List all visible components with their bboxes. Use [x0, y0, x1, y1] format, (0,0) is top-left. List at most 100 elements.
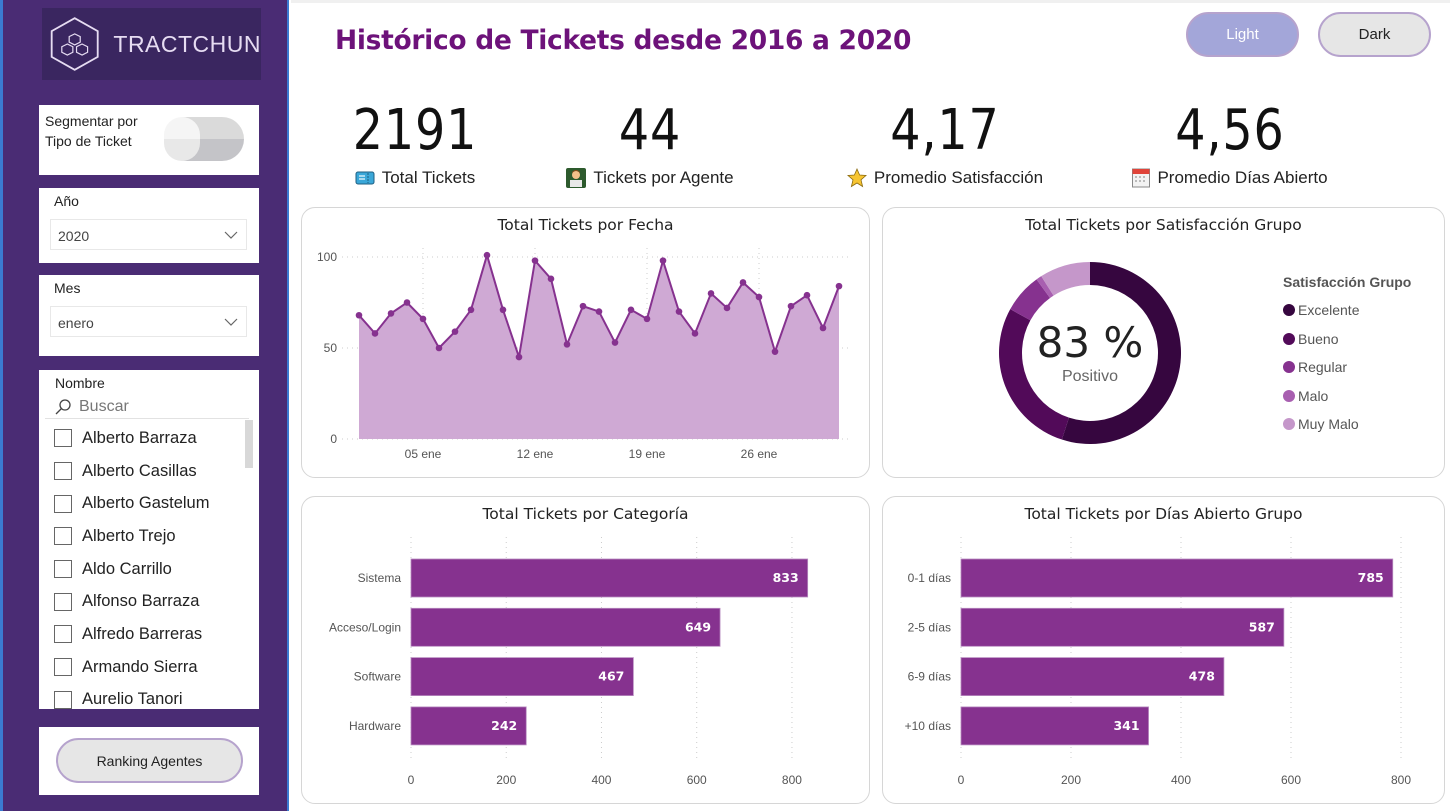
legend-swatch [1283, 332, 1295, 345]
search-placeholder: Buscar [79, 398, 129, 415]
data-point [643, 315, 651, 323]
name-search-input[interactable]: Buscar [55, 398, 129, 416]
bar [410, 558, 809, 598]
name-slicer-title: Nombre [55, 375, 105, 391]
chart-title: Total Tickets por Días Abierto Grupo [1024, 505, 1303, 523]
data-point [451, 328, 459, 335]
data-point [755, 293, 763, 301]
name-list-item[interactable]: Aurelio Tanori [54, 684, 244, 710]
data-point [803, 291, 811, 299]
kpi-label: Promedio Días Abierto [1120, 168, 1340, 188]
category-label: 6-9 días [908, 670, 951, 684]
x-tick-label: 05 ene [405, 447, 442, 461]
name-list-item[interactable]: Alberto Trejo [54, 520, 244, 553]
kpi-label-text: Total Tickets [381, 168, 476, 187]
data-point [531, 257, 539, 264]
light-mode-button[interactable]: Light [1186, 12, 1299, 57]
checkbox[interactable] [54, 658, 72, 677]
name-list-scrollbar[interactable] [245, 420, 253, 468]
x-tick-label: 200 [496, 773, 516, 787]
chart-title: Total Tickets por Categoría [482, 505, 689, 523]
data-point [819, 324, 827, 332]
toggle-knob[interactable] [164, 117, 200, 161]
tickets-by-category-card: Total Tickets por Categoría 0 200 400 600 80… [301, 496, 870, 804]
data-point [659, 257, 667, 264]
name-label: Aldo Carrillo [82, 559, 172, 578]
y-tick-label: 0 [330, 432, 337, 446]
cubes-hexagon-icon [50, 17, 99, 71]
data-point [771, 348, 779, 355]
checkbox[interactable] [54, 527, 72, 546]
legend-swatch [1283, 304, 1295, 317]
donut-slice-bueno [999, 309, 1069, 440]
bar [960, 657, 1225, 697]
checkbox[interactable] [54, 560, 72, 579]
bar-value-label: 478 [1189, 669, 1215, 684]
year-dropdown-value: 2020 [58, 228, 90, 244]
checkbox[interactable] [54, 462, 72, 481]
checkbox[interactable] [54, 625, 72, 644]
name-label: Alberto Trejo [82, 526, 176, 545]
kpi-value: 2191 [352, 98, 478, 163]
chart-title: Total Tickets por Fecha [497, 216, 674, 234]
ranking-panel: Ranking Agentes [39, 727, 259, 795]
legend-item[interactable]: Bueno [1283, 325, 1411, 354]
donut-center-value: 83 % [1036, 318, 1144, 367]
data-point [419, 315, 427, 323]
data-point [371, 330, 379, 337]
legend-swatch [1283, 418, 1295, 431]
legend-item[interactable]: Excelente [1283, 296, 1411, 325]
data-point [707, 290, 715, 297]
name-list-item[interactable]: Armando Sierra [54, 651, 244, 684]
kpi-avg-days-open: 4,56 Promedio Días Abierto [1120, 96, 1340, 188]
x-tick-label: 600 [1281, 773, 1301, 787]
tickets-by-days-open-chart: 0 200 400 600 800 0-1 días 785 2-5 días 587 6-9 d… [905, 537, 1411, 787]
bar-value-label: 467 [598, 669, 624, 684]
search-divider [45, 418, 249, 419]
legend-item[interactable]: Muy Malo [1283, 410, 1411, 439]
star-icon [846, 168, 867, 188]
name-list-item[interactable]: Alfredo Barreras [54, 618, 244, 651]
ranking-agentes-button[interactable]: Ranking Agentes [56, 738, 243, 783]
name-list-item[interactable]: Alberto Gastelum [54, 487, 244, 520]
donut-center: 83 % Positivo [1020, 318, 1160, 386]
kpi-value: 44 [618, 98, 682, 163]
checkbox[interactable] [54, 592, 72, 611]
agent-at-computer-icon [566, 168, 587, 188]
kpi-label: Tickets por Agente [555, 168, 745, 188]
name-list-item[interactable]: Alberto Barraza [54, 422, 244, 455]
name-list-item[interactable]: Aldo Carrillo [54, 553, 244, 586]
tickets-by-category-chart: 0 200 400 600 800 Sistema 833 Acceso/Login 649 So… [329, 537, 809, 787]
data-point [723, 304, 731, 312]
chevron-down-icon[interactable] [224, 228, 238, 242]
checkbox[interactable] [54, 494, 72, 513]
bar [410, 657, 634, 697]
chevron-down-icon[interactable] [224, 315, 238, 329]
dark-mode-button[interactable]: Dark [1318, 12, 1431, 57]
data-point [499, 306, 507, 314]
name-label: Armando Sierra [82, 657, 198, 676]
tickets-by-date-chart: 0 50 100 05 ene 12 ene 19 ene 26 ene [317, 248, 852, 461]
name-list-item[interactable]: Alfonso Barraza [54, 585, 244, 618]
segment-by-ticket-type-toggle[interactable] [164, 117, 244, 161]
x-tick-label: 12 ene [517, 447, 554, 461]
kpi-label-text: Promedio Satisfacción [873, 168, 1044, 187]
month-dropdown[interactable]: enero [50, 306, 247, 337]
checkbox[interactable] [54, 690, 72, 709]
category-label: 0-1 días [908, 571, 951, 585]
legend-item[interactable]: Regular [1283, 353, 1411, 382]
chart-title: Total Tickets por Satisfacción Grupo [1025, 216, 1302, 234]
category-label: 2-5 días [908, 620, 951, 634]
year-dropdown[interactable]: 2020 [50, 219, 247, 250]
x-tick-label: 600 [687, 773, 707, 787]
bar [960, 607, 1285, 647]
name-list-item[interactable]: Alberto Casillas [54, 455, 244, 488]
bar [960, 706, 1149, 746]
x-tick-label: 400 [1171, 773, 1191, 787]
ticket-icon [355, 171, 375, 185]
checkbox[interactable] [54, 429, 72, 448]
bar-value-label: 785 [1358, 570, 1384, 585]
legend-item[interactable]: Malo [1283, 382, 1411, 411]
x-tick-label: 19 ene [629, 447, 666, 461]
data-point [467, 306, 475, 314]
